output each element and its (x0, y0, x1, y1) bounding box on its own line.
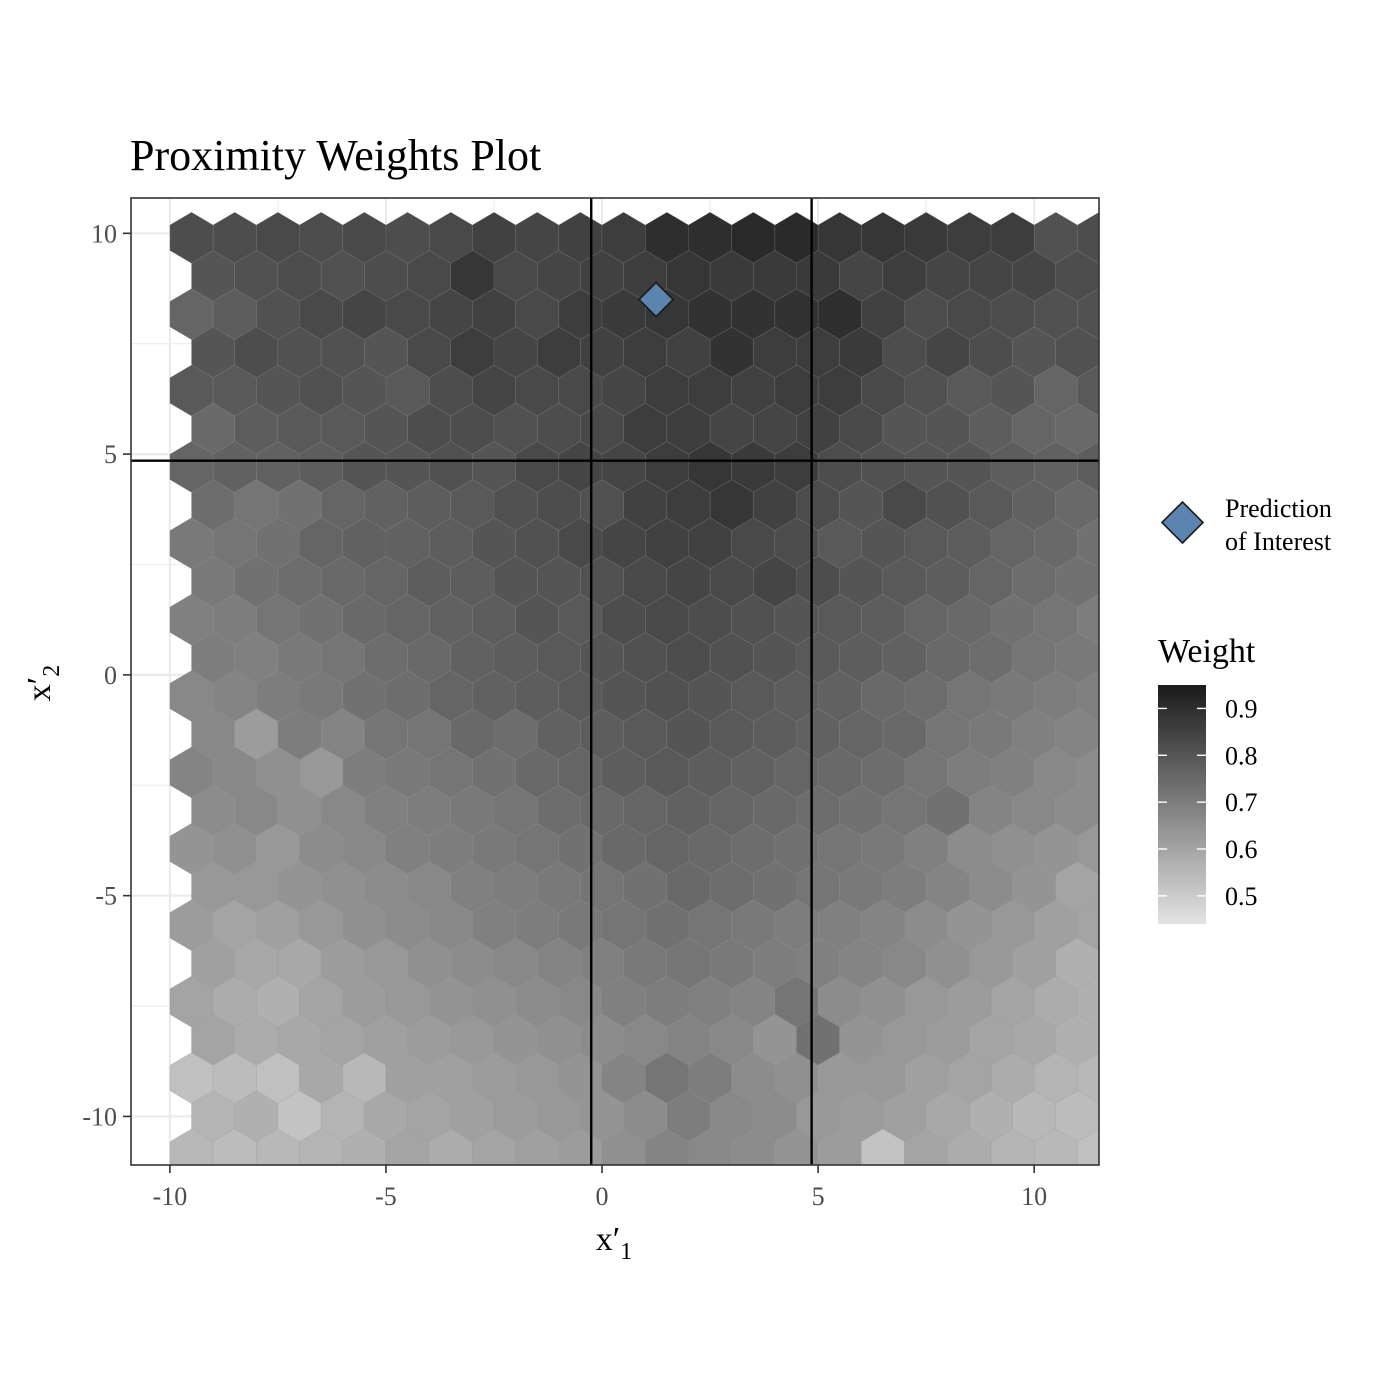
hex-bin (1077, 364, 1099, 417)
hex-bin (1098, 797, 1099, 824)
hex-bin (1077, 517, 1099, 570)
hex-bin (1098, 339, 1099, 366)
panel-border (130, 197, 1100, 1166)
hex-bin (1098, 415, 1099, 442)
hex-bin (1121, 1053, 1164, 1104)
colorbar-tick-label: 0.7 (1225, 788, 1258, 817)
hex-bin (1098, 492, 1099, 519)
hex-bin (1077, 1052, 1099, 1104)
legend-prediction: Prediction of Interest (1160, 494, 1332, 556)
hex-bin (1098, 568, 1099, 595)
hex-bin (883, 1167, 926, 1218)
hex-bin (1121, 747, 1164, 798)
hex-bin (192, 1167, 235, 1218)
hex-bin (235, 1167, 278, 1218)
hex-bins (169, 212, 1164, 1218)
x-tick-label: 5 (812, 1182, 825, 1211)
hex-bin (969, 1167, 1012, 1218)
hex-bin (1099, 1167, 1142, 1218)
hex-bin (321, 1167, 364, 1218)
colorbar (1158, 685, 1206, 924)
hex-bin (1121, 441, 1164, 492)
hex-bin (1098, 262, 1099, 289)
hex-bin (1077, 212, 1099, 264)
legend-prediction-label-line1: Prediction (1225, 494, 1332, 523)
hex-bin (1121, 518, 1164, 569)
legend-colorbar: Weight 0.9 0.8 0.7 0.6 0.5 (1158, 633, 1258, 924)
hex-bin (278, 1167, 321, 1218)
colorbar-tick-label: 0.6 (1225, 835, 1258, 864)
hex-bin (1121, 212, 1164, 263)
chart-title: Proximity Weights Plot (130, 131, 541, 180)
x-tick-label: 10 (1021, 1182, 1047, 1211)
hex-bin (1098, 950, 1099, 977)
hex-bin (1121, 1129, 1164, 1180)
hex-bin (1098, 1103, 1099, 1130)
hex-bin (408, 1167, 451, 1218)
hex-bin (1121, 289, 1164, 340)
colorbar-tick-label: 0.8 (1225, 741, 1258, 770)
x-tick-label: -10 (153, 1182, 188, 1211)
hex-bin (926, 1167, 969, 1218)
hex-bin (451, 1167, 494, 1218)
colorbar-tick-label: 0.9 (1225, 694, 1258, 723)
y-tick-label: -10 (82, 1102, 117, 1131)
prediction-marker (637, 281, 675, 318)
hex-bin (624, 1167, 667, 1218)
hex-bin (1077, 746, 1099, 799)
y-tick-label: 10 (91, 219, 117, 248)
x-tick-label: 0 (596, 1182, 609, 1211)
x-axis: -10 -5 0 5 10 (153, 1165, 1047, 1211)
hex-bin (840, 1167, 883, 1218)
colorbar-ticks: 0.9 0.8 0.7 0.6 0.5 (1158, 694, 1258, 911)
hex-bin (1098, 1026, 1099, 1053)
hex-bin (537, 1167, 580, 1218)
hex-bin (1077, 975, 1099, 1028)
hex-bin (1077, 1128, 1099, 1165)
hex-bin (1056, 1167, 1099, 1218)
reference-lines (131, 198, 1099, 1165)
hex-bin (753, 1167, 796, 1218)
y-tick-label: -5 (95, 882, 117, 911)
hex-bin (1098, 874, 1099, 901)
hex-bin (1098, 721, 1099, 748)
colorbar-title: Weight (1158, 633, 1256, 670)
hex-bin (1077, 899, 1099, 951)
y-axis: -10 -5 0 5 10 (82, 219, 131, 1131)
hex-bin (1098, 644, 1099, 671)
hex-bin (1077, 823, 1099, 875)
hex-bin (1077, 288, 1099, 340)
hex-bin (1121, 365, 1164, 416)
legend-diamond-icon (1160, 500, 1205, 545)
hex-bin (1121, 671, 1164, 722)
y-tick-label: 5 (104, 440, 117, 469)
hex-bin (1077, 670, 1099, 722)
legend-prediction-label-line2: of Interest (1225, 527, 1332, 556)
y-axis-label: x′2 (21, 665, 65, 701)
prediction-markers (637, 281, 675, 318)
y-tick-label: 0 (104, 661, 117, 690)
hex-bin (710, 1167, 753, 1218)
hex-bin (1121, 900, 1164, 951)
colorbar-tick-label: 0.5 (1225, 882, 1258, 911)
x-axis-label: x′1 (596, 1221, 632, 1265)
hex-bin (667, 1167, 710, 1218)
hex-bin (494, 1167, 537, 1218)
hex-bin (1121, 823, 1164, 874)
x-tick-label: -5 (375, 1182, 397, 1211)
hex-bin (1077, 593, 1099, 646)
hex-bin (1077, 441, 1099, 493)
